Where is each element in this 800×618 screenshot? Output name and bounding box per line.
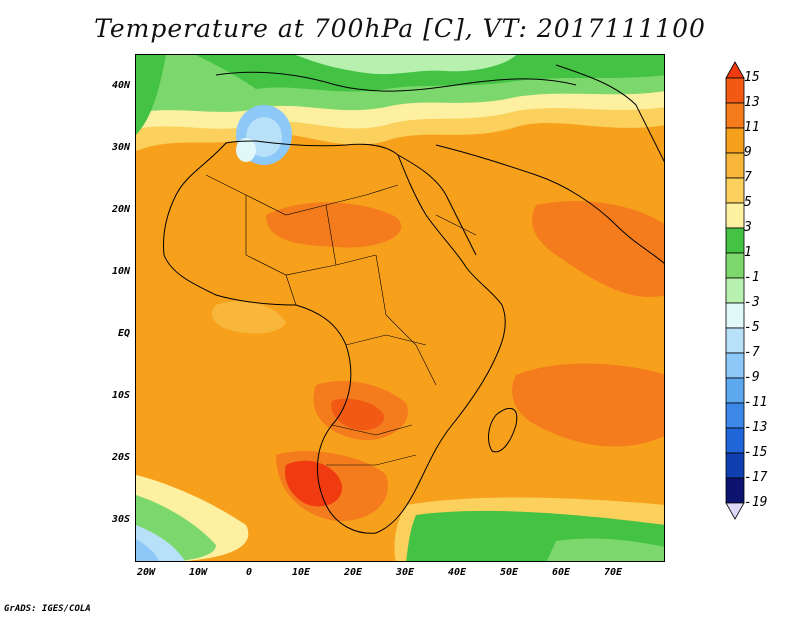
colorbar-tick-label: -1 <box>744 270 760 285</box>
colorbar-tick-label: 5 <box>744 195 752 210</box>
colorbar-tick-label: 7 <box>744 170 752 185</box>
temperature-map <box>135 54 665 562</box>
colorbar-tick-label: -7 <box>744 345 760 360</box>
colorbar-tick-label: 11 <box>744 120 760 135</box>
colorbar-box <box>725 77 745 104</box>
colorbar-box <box>725 377 745 404</box>
credit-text: GrADS: IGES/COLA <box>4 604 91 614</box>
colorbar-tick-label: -15 <box>744 445 768 460</box>
colorbar-box <box>725 327 745 354</box>
colorbar-tick-label: 15 <box>744 70 760 85</box>
lon-label: 20W <box>136 567 156 578</box>
colorbar-box <box>725 352 745 379</box>
lat-label: 40N <box>111 80 130 91</box>
colorbar-tick-label: -19 <box>744 495 768 510</box>
colorbar-box <box>725 452 745 479</box>
lon-label: 50E <box>499 567 519 578</box>
colorbar-tick-label: -9 <box>744 370 760 385</box>
colorbar-tick-label: -5 <box>744 320 760 335</box>
chart-title: Temperature at 700hPa [C], VT: 201711110… <box>94 14 706 43</box>
colorbar-tick-label: 9 <box>744 145 752 160</box>
coastline-outlines <box>163 64 664 534</box>
lon-label: 10E <box>291 567 311 578</box>
colorbar-tick-label: 13 <box>744 95 760 110</box>
colorbar-box <box>725 227 745 254</box>
colorbar-box <box>725 302 745 329</box>
lon-label: 0 <box>245 567 253 578</box>
colorbar-boxes <box>725 61 745 520</box>
colorbar-tick-label: 3 <box>744 220 752 235</box>
lon-label: 60E <box>551 567 571 578</box>
colorbar-tick-label: 1 <box>744 245 752 260</box>
country-borders <box>205 174 477 466</box>
lon-label: 20E <box>343 567 363 578</box>
colorbar-box <box>725 477 745 504</box>
lat-label: 10S <box>111 390 130 401</box>
colorbar-tick-label: -13 <box>744 420 768 435</box>
colorbar-box <box>725 427 745 454</box>
triangle-up-icon <box>725 61 745 79</box>
lon-label: 40E <box>447 567 467 578</box>
colorbar-box <box>725 152 745 179</box>
lat-label: 30N <box>111 142 130 153</box>
lat-label: EQ <box>117 328 130 339</box>
lon-label: 10W <box>188 567 208 578</box>
lat-label: 10N <box>111 266 130 277</box>
lat-label: 20S <box>111 452 130 463</box>
colorbar-box <box>725 202 745 229</box>
lon-label: 30E <box>395 567 415 578</box>
colorbar-box <box>725 402 745 429</box>
colorbar-box <box>725 252 745 279</box>
colorbar-tick-label: -11 <box>744 395 768 410</box>
triangle-down-icon <box>725 502 745 520</box>
lat-label: 20N <box>111 204 130 215</box>
colorbar-box <box>725 127 745 154</box>
colorbar-tick-label: -3 <box>744 295 760 310</box>
map-canvas <box>136 55 664 561</box>
colorbar-tick-label: -17 <box>744 470 768 485</box>
colorbar-box <box>725 177 745 204</box>
colorbar <box>725 61 745 520</box>
lat-label: 30S <box>111 514 130 525</box>
colorbar-box <box>725 102 745 129</box>
colorbar-box <box>725 277 745 304</box>
lon-label: 70E <box>603 567 623 578</box>
